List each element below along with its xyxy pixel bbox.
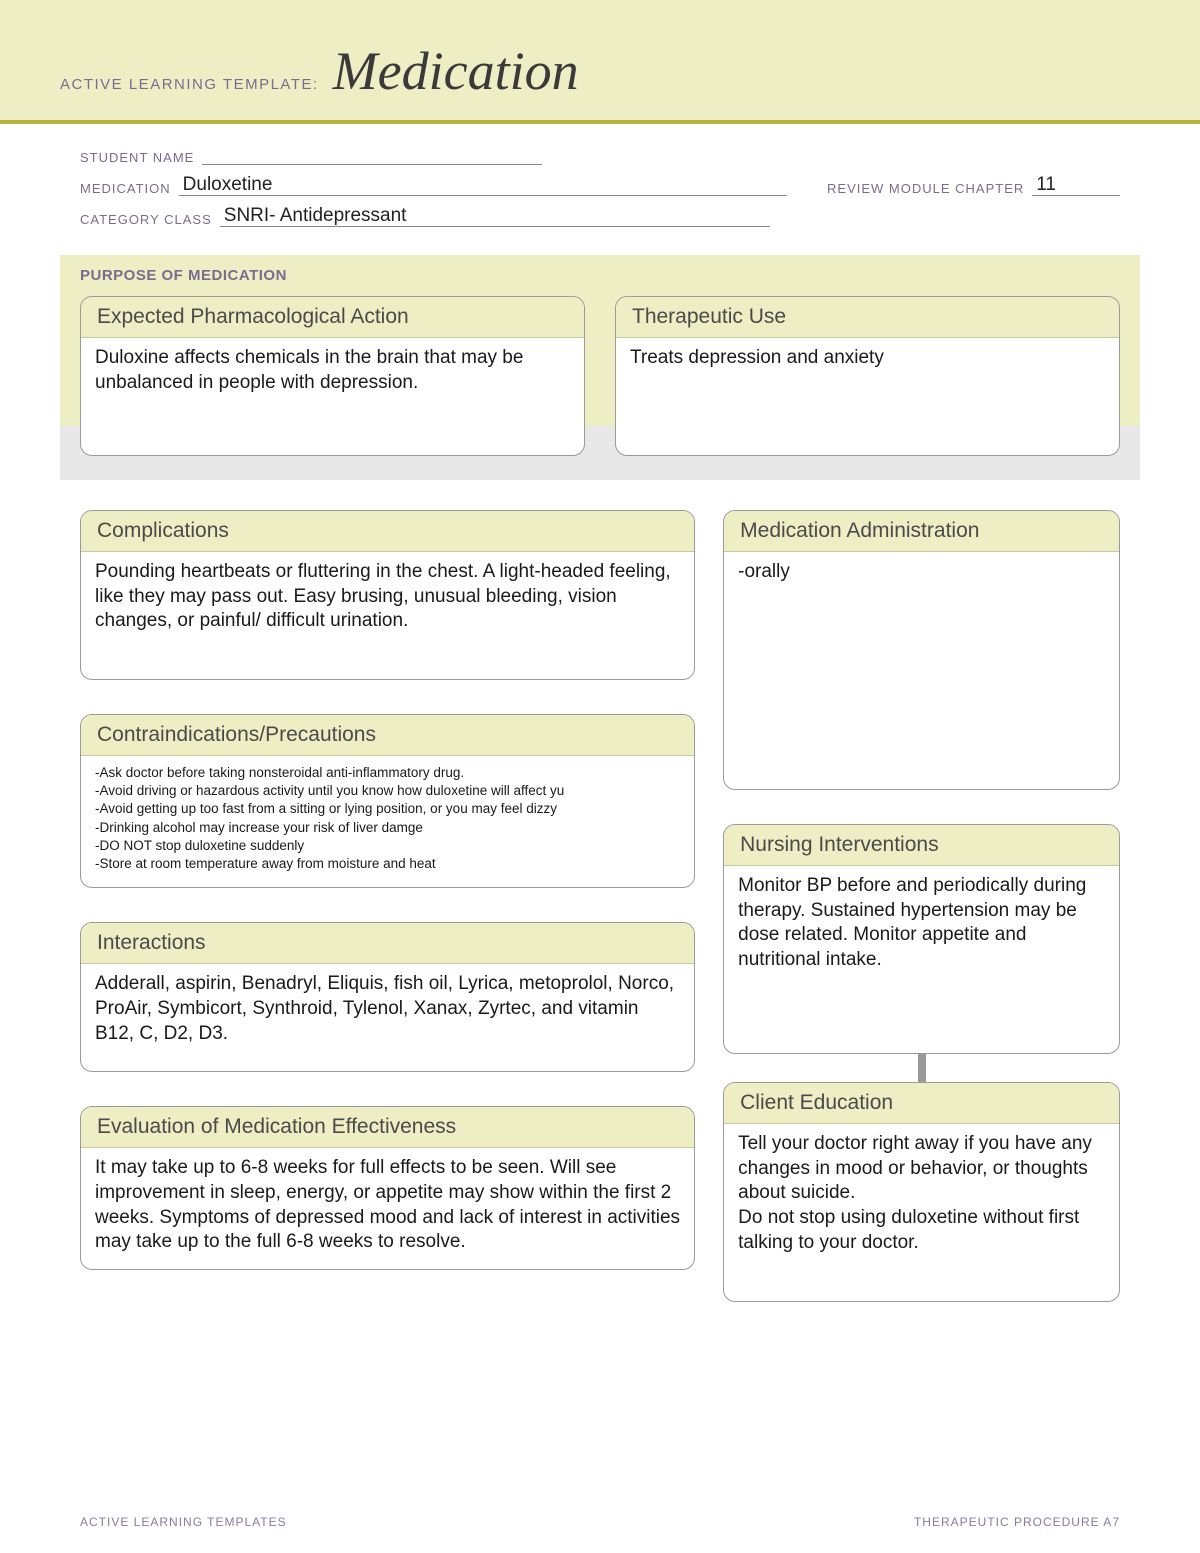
meta-row-category: CATEGORY CLASS SNRI- Antidepressant [80, 206, 1120, 227]
card-body: Duloxine affects chemicals in the brain … [81, 338, 584, 409]
card-head: Contraindications/Precautions [81, 715, 694, 756]
medication-value: Duloxetine [179, 175, 277, 196]
chapter-group: REVIEW MODULE CHAPTER 11 [827, 175, 1120, 196]
footer: ACTIVE LEARNING TEMPLATES THERAPEUTIC PR… [80, 1515, 1120, 1529]
connector [918, 1054, 926, 1082]
card-head: Interactions [81, 923, 694, 964]
card-body: -orally [724, 552, 1119, 599]
purpose-title: PURPOSE OF MEDICATION [80, 267, 1120, 284]
chapter-value: 11 [1032, 175, 1060, 196]
card-education: Client Education Tell your doctor right … [723, 1082, 1120, 1302]
card-head: Therapeutic Use [616, 297, 1119, 338]
card-complications: Complications Pounding heartbeats or flu… [80, 510, 695, 680]
header-prefix: ACTIVE LEARNING TEMPLATE: [60, 76, 319, 93]
card-pharm-action: Expected Pharmacological Action Duloxine… [80, 296, 585, 456]
meta-row-medication: MEDICATION Duloxetine REVIEW MODULE CHAP… [80, 175, 1120, 196]
card-head: Complications [81, 511, 694, 552]
card-body: It may take up to 6-8 weeks for full eff… [81, 1148, 694, 1269]
card-contraindications: Contraindications/Precautions -Ask docto… [80, 714, 695, 888]
card-body: Tell your doctor right away if you have … [724, 1124, 1119, 1269]
card-head: Nursing Interventions [724, 825, 1119, 866]
card-head: Expected Pharmacological Action [81, 297, 584, 338]
card-body: -Ask doctor before taking nonsteroidal a… [81, 756, 694, 887]
header-line: ACTIVE LEARNING TEMPLATE: Medication [60, 40, 1140, 102]
category-value: SNRI- Antidepressant [220, 206, 411, 227]
col-right: Medication Administration -orally Nursin… [723, 510, 1120, 1302]
purpose-section: PURPOSE OF MEDICATION Expected Pharmacol… [60, 255, 1140, 480]
chapter-label: REVIEW MODULE CHAPTER [827, 181, 1024, 196]
header-band: ACTIVE LEARNING TEMPLATE: Medication [0, 0, 1200, 124]
chapter-line [1060, 182, 1120, 196]
page: ACTIVE LEARNING TEMPLATE: Medication STU… [0, 0, 1200, 1553]
medication-label: MEDICATION [80, 181, 171, 196]
card-body: Pounding heartbeats or fluttering in the… [81, 552, 694, 648]
meta-block: STUDENT NAME MEDICATION Duloxetine REVIE… [0, 124, 1200, 255]
category-line [410, 213, 770, 227]
medication-group: MEDICATION Duloxetine [80, 175, 787, 196]
card-interactions: Interactions Adderall, aspirin, Benadryl… [80, 922, 695, 1072]
card-head: Client Education [724, 1083, 1119, 1124]
card-body: Treats depression and anxiety [616, 338, 1119, 385]
meta-row-student: STUDENT NAME [80, 150, 1120, 165]
card-head: Medication Administration [724, 511, 1119, 552]
category-label: CATEGORY CLASS [80, 212, 212, 227]
footer-right: THERAPEUTIC PROCEDURE A7 [914, 1515, 1120, 1529]
header-title: Medication [333, 40, 579, 102]
student-label: STUDENT NAME [80, 150, 194, 165]
card-body: Adderall, aspirin, Benadryl, Eliquis, fi… [81, 964, 694, 1060]
card-therapeutic-use: Therapeutic Use Treats depression and an… [615, 296, 1120, 456]
medication-line [276, 182, 787, 196]
card-nursing: Nursing Interventions Monitor BP before … [723, 824, 1120, 1054]
card-evaluation: Evaluation of Medication Effectiveness I… [80, 1106, 695, 1270]
purpose-grid: Expected Pharmacological Action Duloxine… [60, 296, 1140, 480]
col-left: Complications Pounding heartbeats or flu… [80, 510, 695, 1302]
main-grid: Complications Pounding heartbeats or flu… [0, 480, 1200, 1302]
student-line [202, 151, 542, 165]
card-body: Monitor BP before and periodically durin… [724, 866, 1119, 987]
card-head: Evaluation of Medication Effectiveness [81, 1107, 694, 1148]
gap [723, 790, 1120, 824]
card-administration: Medication Administration -orally [723, 510, 1120, 790]
footer-left: ACTIVE LEARNING TEMPLATES [80, 1515, 287, 1529]
